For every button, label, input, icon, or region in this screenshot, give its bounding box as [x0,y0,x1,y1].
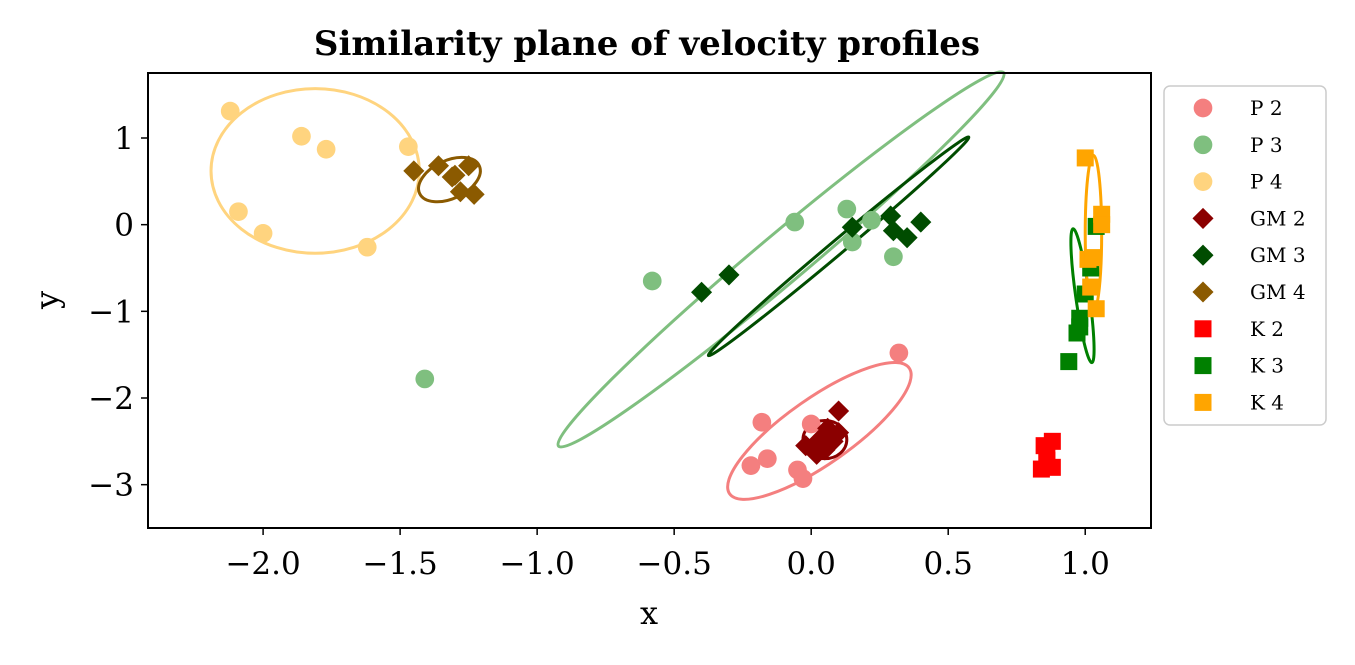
point-k-2 [1043,432,1061,450]
legend-frame [1163,85,1327,426]
point-p-4 [220,101,240,121]
point-p-3 [862,210,881,230]
point-p-3 [842,232,862,252]
point-k-4 [1093,216,1111,234]
point-gm-3 [691,281,713,303]
legend-label-p-2: P 2 [1250,96,1283,120]
legend-label-gm-4: GM 4 [1250,280,1306,304]
y-tick-label: −1 [88,294,134,330]
gm-3-ellipse [706,135,971,358]
legend-marker-gm-3 [1192,244,1214,266]
point-p-3 [415,369,435,389]
ticks-layer: −2.0 −1.5 −1.0 −0.5 0.0 0.5 1.0 1 0 −1 −2 −3 [88,121,1110,582]
legend-marker-k-3 [1194,357,1212,375]
x-tick-label: −1.5 [362,546,437,582]
point-k-4 [1084,249,1102,267]
point-k-3 [1068,324,1086,342]
point-gm-4 [441,166,463,188]
point-gm-4 [463,183,485,205]
point-gm-2 [828,400,850,422]
p-2-ellipse [726,361,913,501]
x-tick-label: −2.0 [225,546,300,582]
point-gm-2 [806,443,828,465]
point-gm-4 [427,155,450,177]
point-k-4 [1082,278,1100,296]
legend-marker-p-3 [1193,135,1213,155]
y-tick-label: −3 [88,468,134,504]
point-gm-2 [808,429,830,451]
legend-label-gm-3: GM 3 [1250,243,1306,267]
x-tick-label: 0.0 [787,546,836,582]
legend-label-gm-2: GM 2 [1250,206,1306,230]
x-axis-label: x [640,594,658,632]
point-k-4 [1076,149,1094,167]
x-tick-label: 1.0 [1061,546,1110,582]
legend-marker-k-4 [1194,393,1212,411]
legend-label-p-4: P 4 [1250,170,1283,194]
point-p-3 [642,271,662,291]
point-p-2 [793,469,813,488]
point-gm-3 [718,264,740,286]
point-gm-3 [896,227,918,249]
y-axis-label: y [28,291,66,310]
p-4-ellipse [209,87,421,255]
legend-label-k-4: K 4 [1250,390,1284,414]
point-p-4 [253,223,273,243]
legend-marker-k-2 [1194,320,1212,338]
point-p-4 [292,126,311,146]
point-p-3 [884,247,903,267]
point-p-2 [757,449,777,469]
legend: P 2 P 3 P 4 GM 2 GM 3 GM 4 K 2 K 3 K 4 [1163,85,1327,426]
point-p-3 [785,212,805,232]
legend-marker-gm-2 [1192,207,1214,229]
chart-title: Similarity plane of velocity profiles [314,24,980,64]
point-k-4 [1087,300,1105,318]
plot-frame [147,72,1152,529]
legend-label-k-2: K 2 [1250,317,1284,341]
point-gm-4 [449,181,471,203]
point-gm-4 [403,160,425,182]
y-tick-label: 1 [114,121,134,157]
point-p-4 [398,137,418,157]
point-p-4 [316,139,336,159]
legend-marker-gm-4 [1192,281,1214,303]
legend-marker-p-2 [1193,98,1213,118]
points-layer [220,101,1111,488]
p-3-ellipse [556,70,1006,449]
x-tick-label: 0.5 [924,546,973,582]
legend-marker-p-4 [1193,172,1213,191]
point-gm-3 [910,211,932,233]
point-p-2 [741,456,761,475]
x-tick-label: −1.0 [500,546,575,582]
legend-label-k-3: K 3 [1250,354,1284,378]
point-k-3 [1071,309,1089,327]
point-p-2 [801,414,821,434]
point-p-4 [357,237,377,257]
point-k-2 [1038,451,1056,469]
point-p-4 [229,202,248,222]
x-tick-label: −0.5 [637,546,712,582]
point-p-2 [889,343,909,363]
point-gm-3 [880,205,902,227]
point-gm-4 [458,155,480,177]
point-p-2 [752,412,772,432]
y-tick-label: −2 [88,381,134,417]
point-k-3 [1060,353,1078,371]
legend-label-p-3: P 3 [1250,133,1283,157]
point-p-3 [837,199,857,219]
point-gm-2 [817,417,839,439]
point-gm-3 [841,216,863,238]
y-tick-label: 0 [114,208,134,244]
